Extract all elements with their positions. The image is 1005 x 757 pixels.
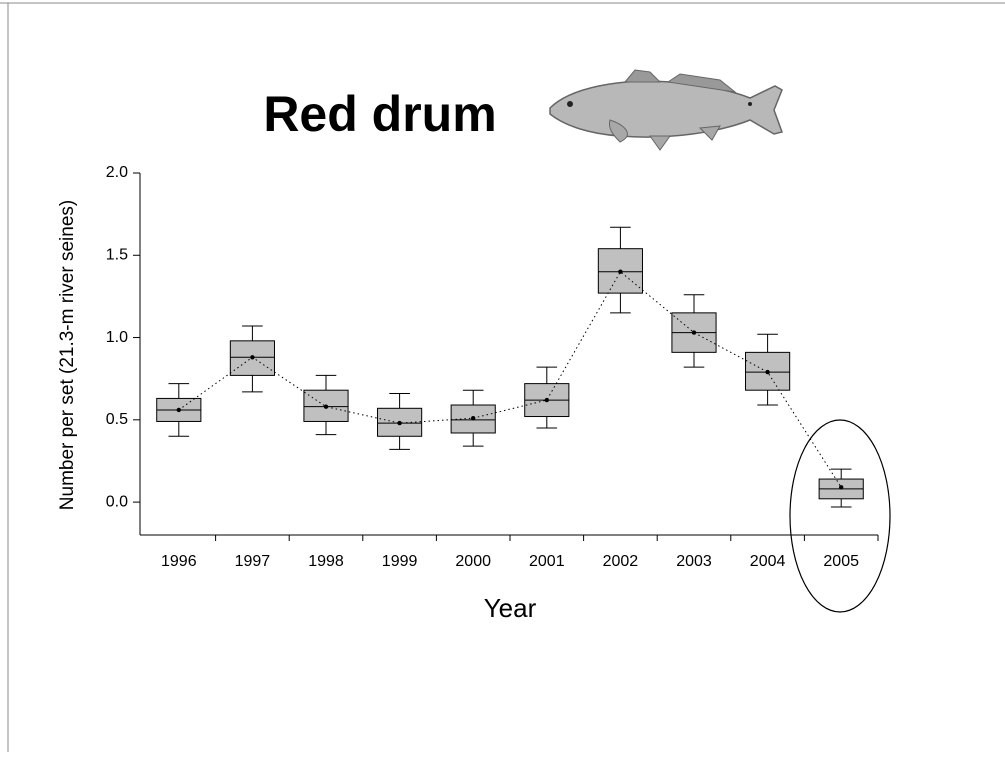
- x-tick-label: 1999: [382, 553, 418, 570]
- y-tick-label: 2.0: [106, 164, 128, 181]
- mean-point: [250, 355, 255, 360]
- y-axis-label: Number per set (21.3-m river seines): [57, 200, 78, 510]
- mean-point: [765, 369, 770, 375]
- x-tick-label: 1998: [308, 553, 344, 570]
- x-axis-label: Year: [484, 593, 537, 623]
- x-tick-label: 2005: [823, 553, 859, 570]
- mean-point: [544, 397, 549, 403]
- mean-point: [397, 420, 402, 426]
- x-tick-label: 2002: [603, 553, 639, 570]
- x-tick-label: 1997: [235, 553, 271, 570]
- y-tick-label: 1.5: [106, 246, 128, 263]
- mean-point: [691, 330, 697, 335]
- x-tick-label: 2001: [529, 553, 565, 570]
- mean-point: [323, 404, 329, 409]
- mean-point: [471, 415, 476, 421]
- mean-line: [178, 270, 842, 488]
- x-tick-label: 2000: [455, 553, 491, 570]
- x-tick-label: 1996: [161, 553, 197, 570]
- mean-point: [176, 407, 181, 413]
- y-tick-label: 1.0: [106, 329, 128, 346]
- y-tick-label: 0.0: [106, 493, 128, 510]
- y-tick-label: 0.5: [106, 411, 128, 428]
- mean-point: [618, 269, 623, 274]
- highlight-ellipse: [789, 419, 891, 613]
- mean-point: [839, 485, 844, 490]
- fish-illustration: [549, 69, 783, 151]
- chart-title: Red drum: [263, 86, 496, 142]
- x-tick-label: 2004: [750, 553, 786, 570]
- x-tick-label: 2003: [676, 553, 712, 570]
